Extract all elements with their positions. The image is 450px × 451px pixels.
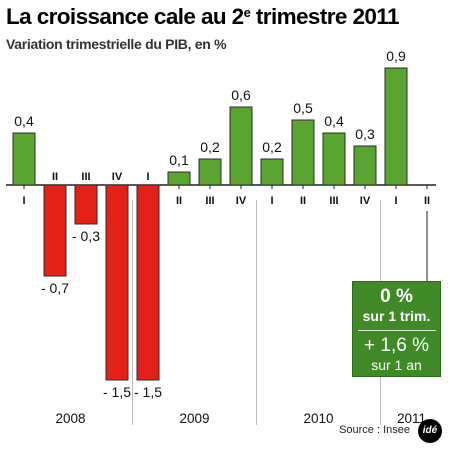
bar-positive [291,119,315,186]
source-note: Source : Insee [339,424,410,436]
callout-year-label: sur 1 an [371,357,422,373]
callout-quarter-label: sur 1 trim. [362,308,431,324]
bar-positive [12,132,36,186]
value-label: - 1,5 [103,384,131,400]
value-label: 0,5 [293,100,313,116]
value-label: 0,4 [14,113,34,129]
quarter-label: I [394,195,397,207]
year-label: 2009 [179,411,209,426]
value-label: 0,9 [386,48,406,64]
bar-positive [322,132,346,186]
callout-year-value: + 1,6 % [364,335,429,356]
quarter-label: I [22,195,25,207]
value-label: 0,4 [324,113,344,129]
year-label: 2011 [397,411,426,426]
bar-negative [136,184,160,381]
bar-positive [198,158,222,186]
value-label: 0,2 [262,139,282,155]
bar-negative [105,184,129,381]
quarter-label: IV [360,195,371,207]
summary-callout: 0 % sur 1 trim. + 1,6 % sur 1 an [352,281,441,377]
quarter-label: IV [236,195,247,207]
chart-title: La croissance cale au 2e trimestre 2011 [6,4,399,30]
value-label: - 0,3 [72,228,100,244]
year-label: 2010 [303,411,333,426]
value-label: 0,6 [231,87,251,103]
quarter-label: III [329,195,338,207]
value-label: - 1,5 [134,384,162,400]
value-label: 0,3 [355,126,375,142]
chart-subtitle: Variation trimestrielle du PIB, en % [6,36,227,52]
quarter-label: II [52,171,58,183]
bar-positive [167,171,191,186]
bar-positive [260,158,284,186]
title-end: trimestre 2011 [250,4,400,29]
callout-quarter-value: 0 % [380,286,413,307]
title-main: La croissance cale au 2 [6,4,244,29]
bar-positive [353,145,377,186]
quarter-label: I [146,171,149,183]
title-superscript: e [243,5,251,20]
quarter-label: II [300,195,306,207]
quarter-label: IV [112,171,123,183]
quarter-label: III [81,171,90,183]
year-label: 2008 [55,411,85,426]
bar-positive [384,67,408,186]
quarter-label: I [270,195,273,207]
quarter-label: II [176,195,182,207]
value-label: 0,1 [169,152,189,168]
value-label: 0,2 [200,139,220,155]
bar-positive [229,106,253,186]
bar-negative [74,184,98,225]
callout-divider [357,330,436,331]
quarter-label: III [205,195,214,207]
publisher-logo: idé [418,419,442,443]
quarter-label: II [424,195,430,207]
bar-negative [43,184,67,277]
value-label: - 0,7 [41,280,69,296]
